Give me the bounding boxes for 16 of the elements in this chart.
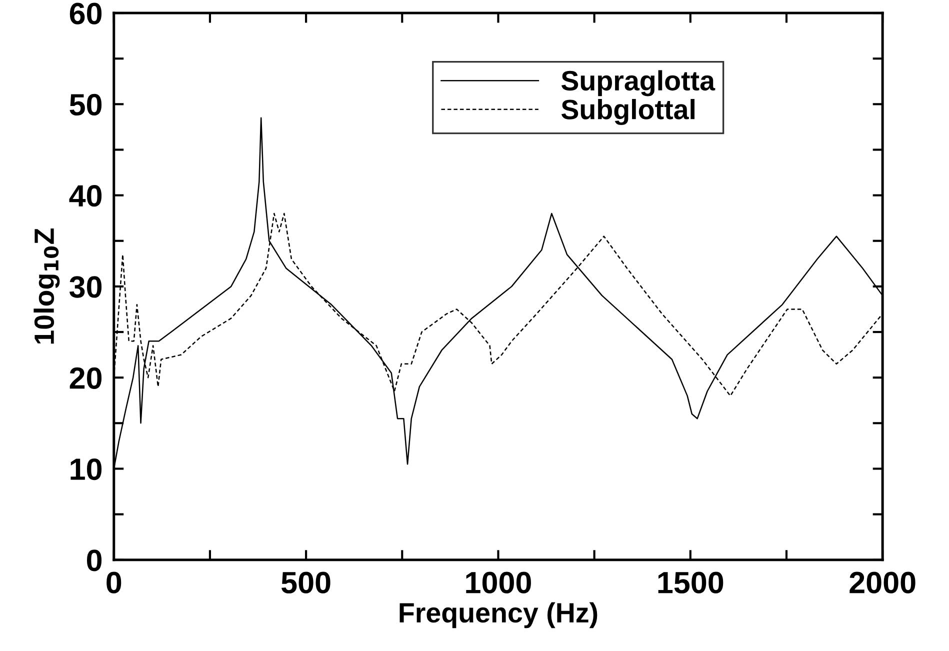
x-tick-label: 2000: [850, 572, 916, 594]
y-tick-label: 60: [70, 2, 102, 24]
legend-label: Supraglotta: [561, 70, 716, 96]
x-tick-label: 1000: [466, 572, 531, 594]
y-tick-label: 40: [69, 185, 102, 207]
x-tick-label: 0: [106, 572, 122, 594]
x-axis-title: Frequency (Hz): [400, 602, 598, 628]
y-tick-label: 0: [86, 550, 102, 572]
y-axis-title: 10log$_{10}$Z: [34, 228, 60, 344]
y-tick-label: 50: [70, 94, 102, 116]
y-tick-label: 20: [70, 367, 102, 389]
y-tick-label: 10: [70, 458, 102, 480]
legend-label: Subglottal: [561, 98, 694, 125]
y-tick-label: 30: [69, 276, 102, 298]
x-tick-label: 500: [282, 572, 330, 594]
x-tick-label: 1500: [658, 572, 724, 594]
